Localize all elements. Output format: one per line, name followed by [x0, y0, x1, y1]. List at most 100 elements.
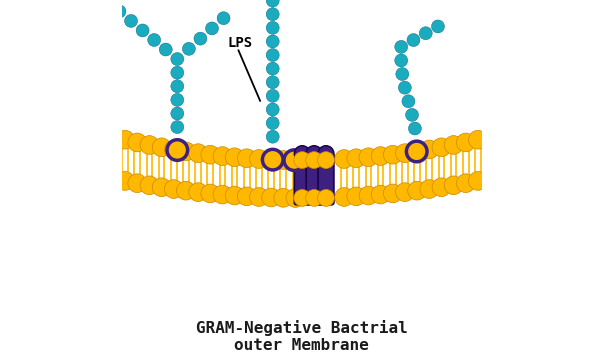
Circle shape	[266, 103, 279, 116]
Circle shape	[306, 146, 322, 162]
Circle shape	[226, 186, 244, 205]
Circle shape	[266, 35, 279, 48]
Circle shape	[238, 149, 256, 168]
Circle shape	[266, 117, 279, 130]
Circle shape	[182, 42, 195, 55]
Circle shape	[384, 145, 402, 164]
Circle shape	[159, 43, 172, 56]
Circle shape	[396, 144, 414, 162]
Circle shape	[432, 20, 444, 33]
Circle shape	[444, 176, 463, 195]
Circle shape	[266, 0, 279, 7]
Circle shape	[306, 152, 323, 168]
Circle shape	[395, 54, 408, 67]
Circle shape	[284, 150, 305, 171]
Circle shape	[469, 172, 487, 190]
Circle shape	[152, 138, 171, 157]
Circle shape	[432, 138, 451, 157]
Circle shape	[213, 147, 232, 166]
Circle shape	[165, 140, 183, 159]
Circle shape	[266, 130, 279, 143]
Circle shape	[306, 189, 323, 206]
Circle shape	[469, 130, 487, 149]
Circle shape	[125, 14, 137, 27]
Circle shape	[286, 151, 305, 170]
Circle shape	[371, 147, 390, 166]
Circle shape	[286, 189, 305, 207]
Circle shape	[335, 150, 353, 168]
Circle shape	[274, 150, 292, 169]
Circle shape	[384, 184, 402, 203]
Circle shape	[274, 188, 292, 207]
Circle shape	[262, 188, 280, 207]
Circle shape	[171, 107, 184, 120]
Circle shape	[408, 142, 426, 161]
Text: outer Membrane: outer Membrane	[234, 338, 369, 353]
Circle shape	[171, 66, 184, 79]
Circle shape	[359, 148, 377, 167]
Circle shape	[201, 184, 219, 203]
Circle shape	[128, 133, 147, 152]
FancyBboxPatch shape	[294, 153, 310, 205]
Circle shape	[318, 189, 335, 206]
Circle shape	[262, 150, 280, 169]
Circle shape	[177, 142, 195, 161]
Circle shape	[420, 140, 438, 159]
Circle shape	[456, 174, 475, 193]
Circle shape	[419, 27, 432, 40]
Circle shape	[407, 33, 420, 46]
Circle shape	[213, 185, 232, 204]
Circle shape	[408, 181, 426, 200]
Circle shape	[347, 149, 365, 168]
Circle shape	[359, 186, 377, 205]
Circle shape	[262, 149, 283, 170]
Circle shape	[250, 188, 268, 206]
Circle shape	[128, 174, 147, 193]
Text: GRAM-Negative Bactrial: GRAM-Negative Bactrial	[195, 320, 408, 336]
Circle shape	[396, 183, 414, 202]
Text: LPS: LPS	[228, 36, 253, 50]
Circle shape	[347, 187, 365, 206]
Circle shape	[226, 148, 244, 167]
Circle shape	[140, 176, 159, 195]
Circle shape	[395, 40, 408, 53]
Circle shape	[217, 12, 230, 25]
Circle shape	[140, 136, 159, 154]
Circle shape	[294, 152, 311, 168]
Circle shape	[238, 187, 256, 206]
Circle shape	[266, 8, 279, 21]
Circle shape	[420, 180, 438, 198]
Circle shape	[152, 178, 171, 197]
Circle shape	[432, 178, 451, 197]
Circle shape	[148, 33, 160, 46]
Circle shape	[456, 133, 475, 152]
Circle shape	[171, 53, 184, 66]
Circle shape	[266, 21, 279, 34]
Circle shape	[406, 141, 427, 162]
Circle shape	[335, 188, 353, 206]
FancyBboxPatch shape	[318, 153, 334, 205]
Circle shape	[206, 22, 218, 35]
Circle shape	[399, 81, 411, 94]
Circle shape	[189, 183, 207, 202]
Circle shape	[266, 49, 279, 62]
Circle shape	[266, 76, 279, 89]
Circle shape	[116, 130, 134, 149]
Circle shape	[116, 172, 134, 190]
Circle shape	[171, 93, 184, 106]
Circle shape	[189, 144, 207, 162]
Circle shape	[171, 80, 184, 93]
Circle shape	[402, 95, 415, 108]
Circle shape	[171, 121, 184, 134]
Circle shape	[406, 108, 418, 121]
Circle shape	[250, 150, 268, 168]
Circle shape	[318, 146, 334, 162]
Circle shape	[194, 32, 207, 45]
Circle shape	[294, 146, 310, 162]
Circle shape	[201, 145, 219, 164]
Circle shape	[408, 122, 421, 135]
Circle shape	[444, 136, 463, 154]
Circle shape	[177, 181, 195, 200]
Circle shape	[294, 189, 311, 206]
Circle shape	[113, 5, 126, 18]
